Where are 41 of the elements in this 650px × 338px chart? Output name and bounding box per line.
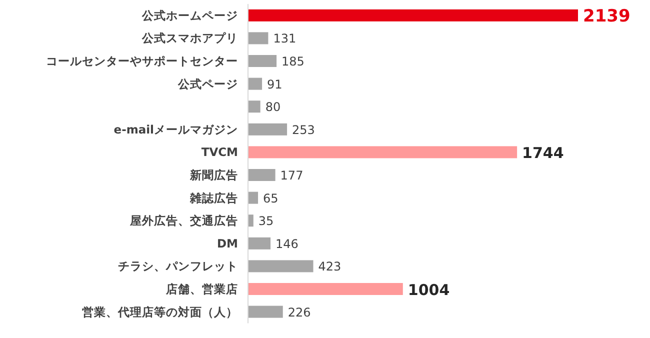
data-label: 65 <box>263 191 278 206</box>
bar <box>248 100 260 113</box>
data-label: 80 <box>265 100 281 114</box>
bar <box>248 55 277 67</box>
data-label: 253 <box>292 122 315 137</box>
data-label: 1744 <box>522 144 564 162</box>
bar <box>248 169 276 181</box>
data-label: 226 <box>288 305 311 320</box>
data-label: 2139 <box>583 6 630 26</box>
bar <box>248 306 283 318</box>
data-label: 131 <box>273 32 296 46</box>
bar <box>248 192 258 204</box>
data-label: 185 <box>282 54 304 68</box>
bar <box>248 123 288 136</box>
data-label: 1004 <box>408 281 450 299</box>
bar <box>248 32 268 44</box>
y-tick-label: 屋外広告、交通広告 <box>129 214 238 228</box>
data-label: 146 <box>276 236 298 251</box>
y-tick-label: 営業、代理店等の対面（人） <box>82 304 238 319</box>
y-tick-label: 公式ページ <box>177 76 238 91</box>
y-tick-label: 公式ホームページ <box>141 8 238 22</box>
y-tick-label: チラシ、パンフレット <box>118 259 238 274</box>
y-tick-label: 店舗、営業店 <box>165 282 238 296</box>
y-tick-label: コールセンターやサポートセンター <box>46 54 238 68</box>
bar <box>248 214 254 227</box>
bar <box>248 283 403 295</box>
bar <box>248 260 314 272</box>
data-label: 35 <box>258 214 274 228</box>
y-tick-label: e-mailメールマガジン <box>114 122 238 136</box>
y-tick-label: 新聞広告 <box>189 168 238 182</box>
bar <box>248 237 271 250</box>
y-tick-label: DM <box>217 236 238 250</box>
bar <box>248 146 518 158</box>
data-label: 177 <box>280 168 304 182</box>
y-tick-label: 公式スマホアプリ <box>141 31 238 46</box>
data-label: 91 <box>267 77 282 92</box>
bar <box>248 9 578 22</box>
y-tick-label: TVCM <box>201 145 238 160</box>
bar <box>248 78 262 90</box>
y-tick-label: 雑誌広告 <box>189 190 238 205</box>
data-label: 423 <box>318 260 342 274</box>
